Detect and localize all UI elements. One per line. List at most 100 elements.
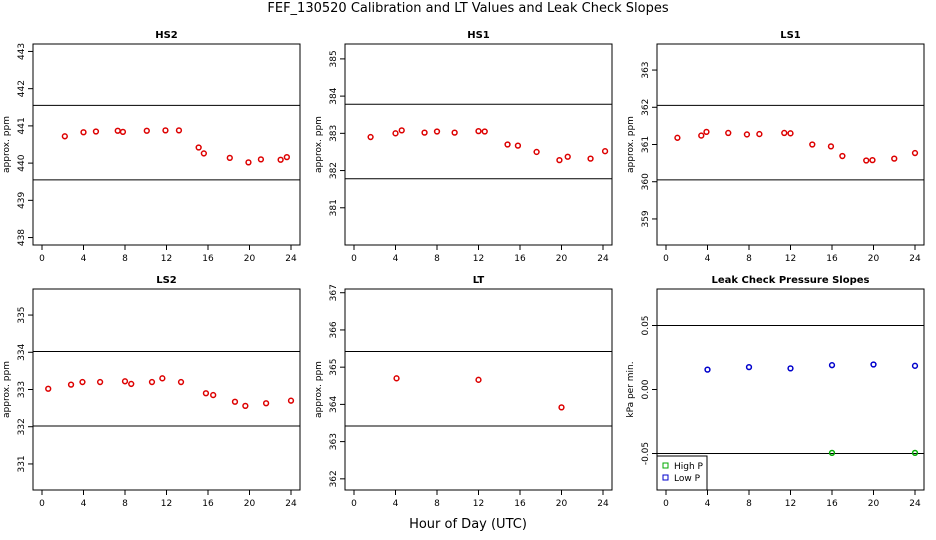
- data-point: [226, 154, 233, 162]
- x-tick-label: 24: [909, 499, 921, 509]
- data-point: [481, 128, 488, 135]
- legend-marker: [662, 462, 669, 469]
- y-axis-label: approx. ppm: [2, 116, 12, 173]
- data-point: [202, 390, 210, 397]
- data-point: [175, 127, 183, 134]
- data-point: [725, 129, 732, 137]
- data-point: [433, 128, 441, 135]
- data-point: [828, 362, 836, 369]
- y-tick-label: 438: [17, 229, 27, 246]
- data-point: [262, 400, 270, 407]
- y-axis-label: approx. ppm: [314, 116, 324, 173]
- y-tick-label: 335: [17, 306, 27, 323]
- data-point: [787, 130, 794, 137]
- x-tick-label: 20: [868, 499, 880, 509]
- x-tick-label: 0: [39, 254, 45, 264]
- x-tick-label: 24: [597, 499, 609, 509]
- x-tick-label: 8: [746, 499, 752, 509]
- plot-frame: [344, 43, 613, 246]
- data-point: [504, 141, 511, 148]
- data-point: [287, 397, 295, 404]
- y-tick-label: 381: [329, 199, 339, 216]
- data-point: [891, 155, 898, 162]
- x-tick-label: 4: [393, 499, 399, 509]
- data-point: [475, 376, 482, 383]
- x-tick-label: 8: [122, 254, 128, 264]
- x-tick-label: 20: [556, 254, 568, 264]
- data-point: [533, 148, 540, 156]
- x-tick-label: 4: [81, 499, 87, 509]
- panel-4: LT 0 4 8 12 16 20 24 362 363 364 365 366 367 approx. p…: [314, 275, 613, 509]
- data-point: [162, 127, 169, 134]
- y-tick-label: 382: [329, 162, 339, 179]
- y-tick-label: 442: [17, 80, 27, 97]
- y-tick-label: 440: [17, 154, 27, 171]
- data-point: [911, 362, 919, 369]
- data-point: [698, 132, 705, 139]
- x-tick-label: 16: [826, 499, 838, 509]
- data-point: [558, 404, 565, 411]
- data-point: [148, 378, 156, 386]
- data-point: [911, 149, 919, 157]
- x-tick-label: 0: [39, 499, 45, 509]
- panel-0: HS2 0 4 8 12 16 20 24 438 439 440 441 442 443 approx. …: [2, 30, 301, 264]
- panel-1: HS1 0 4 8 12 16 20 24 381 382 383 384 385 approx. ppm: [314, 30, 613, 264]
- data-point: [392, 130, 399, 137]
- data-point: [159, 375, 166, 382]
- data-point: [242, 402, 249, 410]
- y-tick-label: 332: [17, 418, 27, 435]
- x-tick-label: 12: [473, 499, 484, 509]
- data-point: [200, 150, 208, 157]
- x-axis-label: Hour of Day (UTC): [409, 517, 527, 532]
- data-point: [114, 127, 121, 134]
- panel-2: LS1 0 4 8 12 16 20 24 359 360 361 362 363 approx. ppm: [626, 30, 925, 264]
- x-tick-label: 8: [122, 499, 128, 509]
- x-tick-label: 12: [161, 499, 172, 509]
- data-point: [283, 154, 291, 161]
- data-point: [79, 378, 86, 386]
- y-tick-label: -0.05: [641, 442, 651, 465]
- y-tick-label: 361: [641, 136, 651, 153]
- data-point: [514, 142, 522, 149]
- y-axis-label: kPa per min.: [626, 361, 636, 417]
- x-tick-label: 16: [514, 499, 526, 509]
- data-point: [674, 134, 681, 141]
- y-tick-label: 359: [641, 210, 651, 227]
- data-point: [787, 365, 794, 372]
- data-point: [601, 148, 609, 155]
- data-point: [92, 128, 100, 135]
- data-point: [863, 157, 870, 164]
- data-point: [67, 381, 75, 388]
- data-point: [119, 128, 127, 135]
- data-point: [556, 156, 563, 164]
- y-tick-label: 333: [17, 381, 27, 398]
- x-tick-label: 20: [244, 254, 256, 264]
- data-point: [195, 144, 202, 151]
- x-tick-label: 4: [393, 254, 399, 264]
- plot-frame: [32, 288, 301, 491]
- y-tick-label: 441: [17, 117, 27, 134]
- y-tick-label: 439: [17, 191, 27, 208]
- y-tick-label: 366: [329, 321, 339, 338]
- data-point: [231, 398, 239, 405]
- data-point: [587, 155, 594, 162]
- x-tick-label: 8: [434, 499, 440, 509]
- x-tick-label: 0: [351, 254, 357, 264]
- y-tick-label: 383: [329, 125, 339, 142]
- y-tick-label: 363: [329, 433, 339, 450]
- x-tick-label: 20: [868, 254, 880, 264]
- x-tick-label: 12: [785, 499, 796, 509]
- x-tick-label: 20: [556, 499, 568, 509]
- data-point: [839, 152, 846, 160]
- y-tick-label: 365: [329, 359, 339, 376]
- y-tick-label: 334: [17, 343, 27, 360]
- data-point: [367, 133, 374, 141]
- y-tick-label: 364: [329, 396, 339, 413]
- x-tick-label: 24: [285, 254, 297, 264]
- x-tick-label: 12: [785, 254, 796, 264]
- data-point: [177, 378, 185, 386]
- data-point: [421, 129, 428, 136]
- x-tick-label: 12: [161, 254, 172, 264]
- data-point: [257, 156, 265, 163]
